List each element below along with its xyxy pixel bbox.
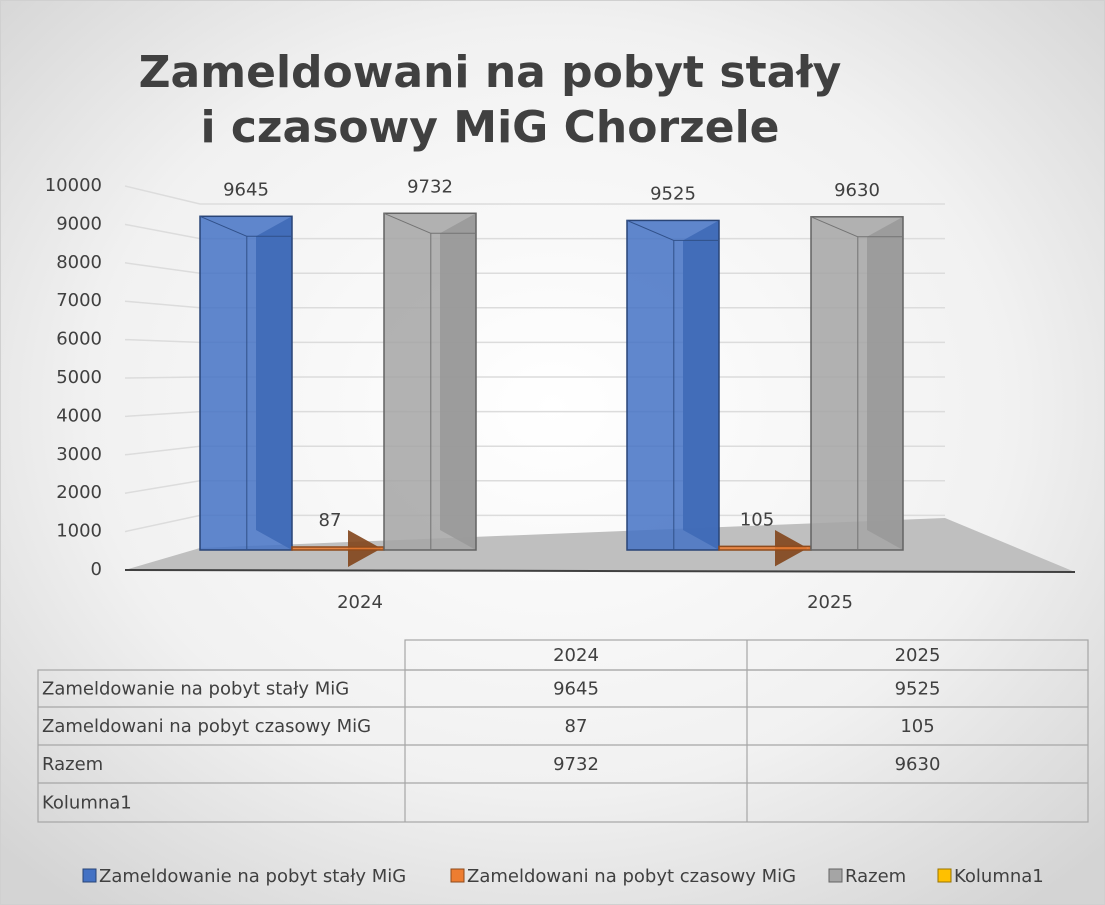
bar [626, 219, 720, 551]
legend-swatch [450, 868, 465, 883]
legend-label: Zameldowani na pobyt czasowy MiG [467, 866, 796, 887]
table-cell: 9732 [553, 754, 599, 775]
legend-label: Kolumna1 [954, 866, 1044, 887]
bar [718, 545, 812, 551]
chart-title: Zameldowani na pobyt stały [139, 47, 842, 98]
table-cell: 9525 [895, 679, 941, 700]
bar [199, 215, 293, 551]
data-label: 9645 [223, 179, 269, 200]
legend-swatch [937, 868, 952, 883]
bar [383, 212, 477, 551]
table-header: 2025 [895, 645, 941, 666]
chart-title: i czasowy MiG Chorzele [200, 102, 779, 153]
grid-line [124, 185, 945, 205]
table-cell: 87 [565, 716, 588, 737]
y-tick-label: 1000 [56, 521, 102, 542]
x-axis [124, 569, 1076, 573]
data-label: 9525 [650, 183, 696, 204]
y-tick-label: 6000 [56, 329, 102, 350]
y-tick-label: 4000 [56, 405, 102, 426]
legend-label: Zameldowanie na pobyt stały MiG [99, 866, 406, 887]
table-row-label: Kolumna1 [42, 793, 132, 814]
table-row-label: Zameldowani na pobyt czasowy MiG [42, 716, 371, 737]
table-cell: 9630 [895, 754, 941, 775]
x-tick-label: 2025 [807, 592, 853, 613]
y-tick-label: 0 [91, 559, 102, 580]
legend-swatch [828, 868, 843, 883]
table-header: 2024 [553, 645, 599, 666]
table-body [37, 669, 1089, 823]
bar [810, 216, 904, 551]
data-label: 9732 [407, 176, 453, 197]
y-tick-label: 5000 [56, 367, 102, 388]
bar [291, 546, 385, 551]
y-tick-label: 2000 [56, 482, 102, 503]
y-tick-label: 9000 [56, 213, 102, 234]
table-cell: 9645 [553, 679, 599, 700]
legend-swatch [82, 868, 97, 883]
data-label: 105 [740, 509, 774, 530]
y-tick-label: 7000 [56, 290, 102, 311]
data-label: 87 [319, 510, 342, 531]
legend-label: Razem [845, 866, 906, 887]
table-row-label: Razem [42, 754, 103, 775]
x-tick-label: 2024 [337, 592, 383, 613]
data-label: 9630 [834, 180, 880, 201]
y-tick-label: 3000 [56, 444, 102, 465]
y-tick-label: 10000 [45, 175, 102, 196]
y-tick-label: 8000 [56, 252, 102, 273]
table-cell: 105 [900, 716, 934, 737]
table-row-label: Zameldowanie na pobyt stały MiG [42, 679, 349, 700]
